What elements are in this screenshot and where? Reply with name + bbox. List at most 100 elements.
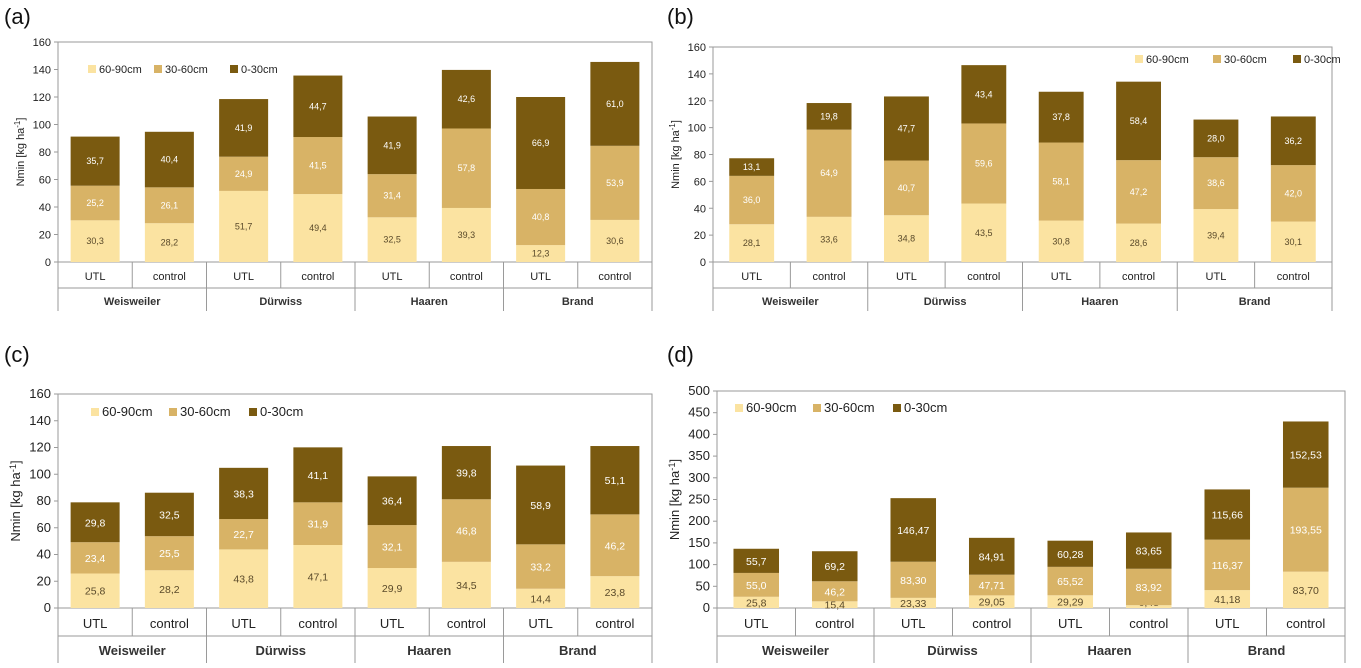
bar-segment-30-60cm — [590, 514, 640, 577]
chart-panel-a: (a) 0 20 40 60 80 100 120 140 160 Nmin [kg ha-1] 30… — [0, 0, 680, 334]
group-label: Brand — [1239, 296, 1271, 308]
legend-label: 0-30cm — [904, 400, 947, 415]
bar-segment-60-90cm — [70, 220, 120, 262]
bar-segment-60-90cm — [890, 597, 937, 608]
bar-segment-30-60cm — [144, 536, 194, 571]
bar-segment-30-60cm — [367, 174, 417, 218]
data-label: 65,52 — [1057, 576, 1083, 588]
data-label: 29,05 — [979, 597, 1005, 609]
bar-segment-30-60cm — [1193, 157, 1239, 210]
data-label: 32,1 — [382, 542, 403, 554]
data-label: 115,66 — [1212, 510, 1243, 522]
data-label: 28,2 — [161, 238, 179, 248]
bar-segment-0-30cm — [219, 99, 269, 157]
data-label: 58,9 — [530, 500, 551, 512]
data-label: 66,9 — [532, 138, 550, 148]
data-label: 25,8 — [746, 597, 767, 609]
category-label: control — [813, 271, 846, 283]
data-label: 39,4 — [1207, 231, 1225, 241]
data-label: 25,8 — [85, 586, 106, 598]
data-label: 30,6 — [606, 236, 624, 246]
group-label: Dürwiss — [924, 296, 967, 308]
data-label: 39,3 — [458, 230, 476, 240]
data-label: 12,3 — [532, 249, 550, 259]
y-tick-label: 140 — [33, 65, 51, 77]
data-label: 33,2 — [530, 562, 551, 574]
category-label: UTL — [741, 271, 762, 283]
bar-segment-60-90cm — [1038, 220, 1084, 262]
bar-segment-60-90cm — [219, 549, 269, 608]
bar-segment-30-60cm — [70, 185, 120, 221]
bar-segment-0-30cm — [1038, 91, 1084, 143]
group-label: Brand — [559, 643, 597, 658]
legend-swatch-30-60cm — [154, 65, 162, 73]
category-label: control — [447, 616, 486, 631]
legend-swatch-0-30cm — [230, 65, 238, 73]
group-label: Weisweiler — [762, 296, 819, 308]
bar-segment-30-60cm — [1282, 487, 1329, 572]
data-label: 43,5 — [975, 228, 993, 238]
data-label: 43,4 — [975, 89, 993, 99]
data-label: 64,9 — [820, 168, 838, 178]
y-tick-label: 120 — [688, 96, 706, 108]
data-label: 30,1 — [1285, 237, 1303, 247]
y-tick-label: 20 — [39, 230, 51, 242]
data-label: 15,4 — [825, 600, 846, 612]
bar-segment-60-90cm — [590, 576, 640, 608]
legend-label: 0-30cm — [241, 64, 278, 76]
data-label: 37,8 — [1052, 112, 1070, 122]
category-label: UTL — [1215, 616, 1240, 631]
bar-segment-0-30cm — [729, 158, 775, 176]
bar-segment-60-90cm — [1282, 571, 1329, 608]
category-label: control — [301, 271, 334, 283]
category-label: control — [598, 271, 631, 283]
legend-swatch-60-90cm — [88, 65, 96, 73]
bar-segment-60-90cm — [367, 568, 417, 608]
bar-segment-0-30cm — [883, 96, 929, 161]
data-label: 53,9 — [606, 178, 624, 188]
data-label: 83,30 — [900, 575, 926, 587]
y-tick-label: 100 — [688, 123, 706, 135]
data-label: 34,8 — [898, 234, 916, 244]
category-label: control — [815, 616, 854, 631]
data-label: 57,8 — [458, 163, 476, 173]
bar-segment-60-90cm — [293, 194, 343, 262]
group-label: Dürwiss — [255, 643, 306, 658]
data-label: 36,2 — [1285, 136, 1303, 146]
y-tick-label: 400 — [688, 426, 710, 441]
data-label: 41,5 — [309, 161, 327, 171]
y-tick-label: 200 — [688, 513, 710, 528]
data-label: 25,2 — [86, 198, 104, 208]
data-label: 38,3 — [233, 488, 254, 500]
y-tick-label: 60 — [39, 175, 51, 187]
bar-segment-60-90cm — [883, 215, 929, 262]
category-label: UTL — [233, 271, 254, 283]
data-label: 46,2 — [605, 540, 626, 552]
group-label: Haaren — [407, 643, 451, 658]
bar-segment-60-90cm — [1270, 221, 1316, 262]
group-label: Haaren — [411, 296, 449, 308]
bar-segment-0-30cm — [961, 65, 1007, 124]
legend-label: 30-60cm — [180, 404, 231, 419]
category-label: UTL — [1206, 271, 1227, 283]
legend-swatch-60-90cm — [735, 404, 743, 412]
legend-swatch-60-90cm — [1135, 55, 1143, 63]
category-label: UTL — [744, 616, 769, 631]
y-tick-label: 350 — [688, 448, 710, 463]
bar-segment-30-60cm — [70, 542, 120, 574]
data-label: 32,5 — [159, 509, 180, 521]
y-axis-label: Nmin [kg ha-1] — [668, 120, 682, 189]
data-label: 40,7 — [898, 183, 916, 193]
y-tick-label: 160 — [688, 42, 706, 54]
bar-segment-30-60cm — [968, 574, 1015, 596]
bar-segment-0-30cm — [516, 465, 566, 545]
group-label: Dürwiss — [259, 296, 302, 308]
data-label: 41,1 — [308, 470, 329, 482]
legend-swatch-0-30cm — [249, 408, 257, 416]
bar-segment-30-60cm — [516, 544, 566, 589]
legend-label: 30-60cm — [165, 64, 208, 76]
bar-segment-0-30cm — [70, 502, 120, 543]
data-label: 146,47 — [897, 525, 929, 537]
bar-segment-30-60cm — [1116, 160, 1162, 224]
data-label: 13,1 — [743, 162, 761, 172]
